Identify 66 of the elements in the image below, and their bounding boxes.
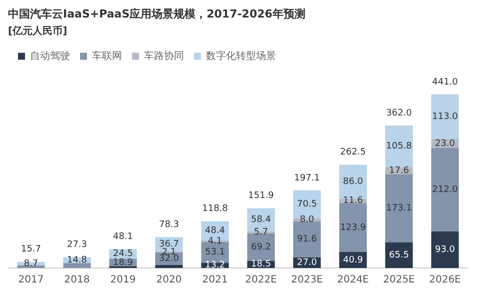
bar — [339, 203, 367, 252]
chart-subtitle: [亿元人民币] — [8, 24, 68, 37]
data-label: 40.9 — [342, 255, 364, 266]
bar — [385, 126, 413, 168]
data-label: 65.5 — [388, 250, 410, 260]
data-label: 173.1 — [386, 203, 412, 214]
total-label: 118.8 — [202, 204, 228, 214]
x-tick-label: 2021 — [202, 274, 228, 286]
x-tick-label: 2018 — [64, 274, 90, 286]
x-tick-label: 2017 — [18, 274, 44, 286]
bar — [431, 231, 459, 268]
bar — [293, 221, 321, 258]
bar — [385, 174, 413, 242]
data-label: 93.0 — [434, 245, 456, 256]
legend-label: 车联网 — [92, 50, 122, 62]
data-label: 69.2 — [250, 242, 272, 252]
data-label: 86.0 — [342, 176, 364, 187]
legend-label: 车路协同 — [144, 50, 184, 62]
data-label: 91.6 — [296, 234, 318, 245]
x-tick-label: 2022E — [245, 274, 277, 286]
data-label: 11.6 — [342, 196, 364, 206]
data-label: 8.0 — [300, 215, 314, 226]
data-label: 212.0 — [432, 185, 458, 196]
data-label: 8.7 — [24, 258, 38, 269]
bar — [155, 265, 183, 268]
total-label: 48.1 — [112, 232, 134, 242]
data-label: 123.9 — [340, 222, 366, 233]
x-tick-label: 2024E — [337, 274, 369, 286]
total-label: 362.0 — [386, 108, 412, 118]
total-label: 441.0 — [432, 77, 458, 88]
x-tick-label: 2020 — [156, 274, 182, 286]
bar — [17, 265, 45, 268]
data-label: 105.8 — [386, 142, 412, 152]
chart-title: 中国汽车云IaaS+PaaS应用场景规模，2017-2026年预测 — [8, 7, 306, 20]
data-label: 70.5 — [296, 200, 318, 210]
data-label: 113.0 — [432, 112, 458, 122]
data-label: 23.0 — [434, 138, 456, 149]
data-label: 5.7 — [254, 228, 268, 238]
bar — [431, 94, 459, 139]
bar — [247, 233, 275, 261]
data-label: 53.1 — [204, 248, 226, 258]
data-label: 27.0 — [296, 258, 318, 268]
data-label: 17.6 — [388, 166, 410, 176]
x-tick-label: 2025E — [383, 274, 415, 286]
total-label: 262.5 — [340, 148, 366, 158]
x-tick-label: 2026E — [429, 274, 461, 286]
data-label: 14.8 — [66, 256, 88, 266]
data-label: 13.2 — [204, 260, 226, 271]
data-label: 18.5 — [250, 260, 272, 270]
data-label: 58.4 — [250, 215, 272, 226]
data-label: 48.4 — [204, 226, 226, 236]
x-tick-label: 2019 — [110, 274, 136, 286]
data-label: 24.5 — [112, 249, 134, 260]
total-label: 78.3 — [158, 220, 180, 230]
total-label: 151.9 — [248, 191, 274, 202]
total-label: 27.3 — [66, 240, 88, 250]
x-tick-label: 2023E — [291, 274, 323, 286]
bar — [385, 242, 413, 268]
bar — [63, 263, 91, 268]
data-label: 4.1 — [208, 236, 222, 246]
data-label: 18.9 — [112, 258, 134, 268]
bar — [431, 148, 459, 232]
total-label: 197.1 — [294, 173, 320, 184]
legend-label: 自动驾驶 — [30, 50, 70, 62]
legend-label: 数字化转型场景 — [206, 50, 276, 62]
total-label: 15.7 — [20, 244, 42, 255]
